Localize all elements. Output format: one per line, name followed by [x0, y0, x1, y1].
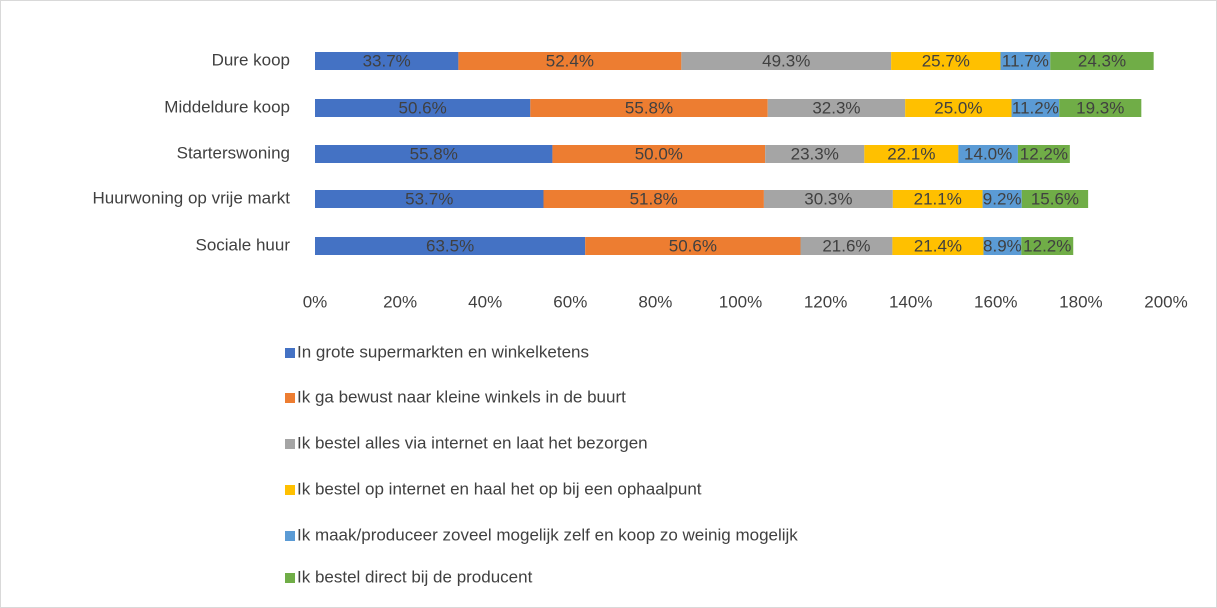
value-label: 9.2%	[983, 189, 1022, 208]
bar-segment	[585, 237, 801, 255]
x-tick-label: 200%	[1144, 292, 1187, 311]
bar-segment	[982, 190, 1022, 208]
bar-segment	[958, 145, 1018, 163]
value-label: 25.0%	[934, 98, 982, 117]
value-label: 55.8%	[625, 98, 673, 117]
bar-segment	[1011, 99, 1060, 117]
value-label: 11.7%	[1002, 51, 1049, 70]
bar-segment	[1000, 52, 1051, 70]
value-label: 25.7%	[922, 51, 970, 70]
bar-segment	[892, 190, 983, 208]
value-label: 11.2%	[1012, 98, 1059, 117]
value-label: 55.8%	[410, 144, 458, 163]
bar-segment	[458, 52, 682, 70]
x-tick-label: 80%	[638, 292, 672, 311]
value-label: 21.1%	[914, 189, 962, 208]
value-label: 50.6%	[669, 236, 717, 255]
legend-swatch	[285, 348, 295, 358]
value-label: 12.2%	[1023, 236, 1071, 255]
category-label: Sociale huur	[195, 235, 290, 254]
x-tick-label: 0%	[303, 292, 328, 311]
bar-segment	[315, 190, 544, 208]
x-tick-label: 100%	[719, 292, 762, 311]
legend-swatch	[285, 393, 295, 403]
bar-segment	[765, 145, 865, 163]
value-label: 32.3%	[812, 98, 860, 117]
x-tick-label: 180%	[1059, 292, 1102, 311]
legend-label: Ik bestel op internet en haal het op bij…	[297, 479, 702, 498]
bar-segment	[1021, 237, 1074, 255]
bar-segment	[315, 237, 586, 255]
bar-segment	[905, 99, 1012, 117]
bar-segment	[1017, 145, 1070, 163]
bar-segment	[892, 237, 984, 255]
x-tick-label: 160%	[974, 292, 1017, 311]
value-label: 21.4%	[914, 236, 962, 255]
category-label: Middeldure koop	[164, 97, 290, 116]
bar-segment	[1050, 52, 1154, 70]
value-label: 50.0%	[635, 144, 683, 163]
bar-segment	[552, 145, 766, 163]
legend-label: Ik bestel alles via internet en laat het…	[297, 433, 648, 452]
value-label: 50.6%	[399, 98, 447, 117]
x-tick-label: 60%	[553, 292, 587, 311]
bar-segment	[763, 190, 893, 208]
value-label: 8.9%	[983, 236, 1022, 255]
bar-segment	[864, 145, 959, 163]
bar-segment	[983, 237, 1022, 255]
legend-swatch	[285, 531, 295, 541]
bar-segment	[315, 99, 531, 117]
value-label: 52.4%	[546, 51, 594, 70]
bar-segment	[800, 237, 893, 255]
legend-label: Ik bestel direct bij de producent	[297, 567, 533, 586]
bar-segment	[1059, 99, 1142, 117]
x-tick-label: 140%	[889, 292, 932, 311]
legend-swatch	[285, 485, 295, 495]
legend-label: In grote supermarkten en winkelketens	[297, 342, 589, 361]
value-label: 22.1%	[887, 144, 935, 163]
value-label: 63.5%	[426, 236, 474, 255]
category-label: Huurwoning op vrije markt	[93, 188, 291, 207]
x-tick-label: 40%	[468, 292, 502, 311]
bar-segment	[315, 145, 553, 163]
bar-segment	[767, 99, 906, 117]
value-label: 19.3%	[1076, 98, 1124, 117]
category-label: Dure koop	[212, 50, 290, 69]
value-label: 51.8%	[630, 189, 678, 208]
bar-segment	[891, 52, 1001, 70]
legend-label: Ik ga bewust naar kleine winkels in de b…	[297, 387, 626, 406]
value-label: 14.0%	[964, 144, 1012, 163]
bar-segment	[530, 99, 768, 117]
bar-segment	[681, 52, 892, 70]
x-tick-label: 20%	[383, 292, 417, 311]
value-label: 24.3%	[1078, 51, 1126, 70]
value-label: 33.7%	[363, 51, 411, 70]
value-label: 23.3%	[791, 144, 839, 163]
category-label: Starterswoning	[177, 143, 290, 162]
legend-swatch	[285, 573, 295, 583]
value-label: 30.3%	[804, 189, 852, 208]
legend-swatch	[285, 439, 295, 449]
value-label: 53.7%	[405, 189, 453, 208]
value-label: 21.6%	[822, 236, 870, 255]
value-label: 12.2%	[1020, 144, 1068, 163]
x-tick-label: 120%	[804, 292, 847, 311]
bar-segment	[315, 52, 459, 70]
value-label: 49.3%	[762, 51, 810, 70]
value-label: 15.6%	[1031, 189, 1079, 208]
bar-segment	[1021, 190, 1089, 208]
legend-label: Ik maak/produceer zoveel mogelijk zelf e…	[297, 525, 798, 544]
bar-segment	[543, 190, 764, 208]
